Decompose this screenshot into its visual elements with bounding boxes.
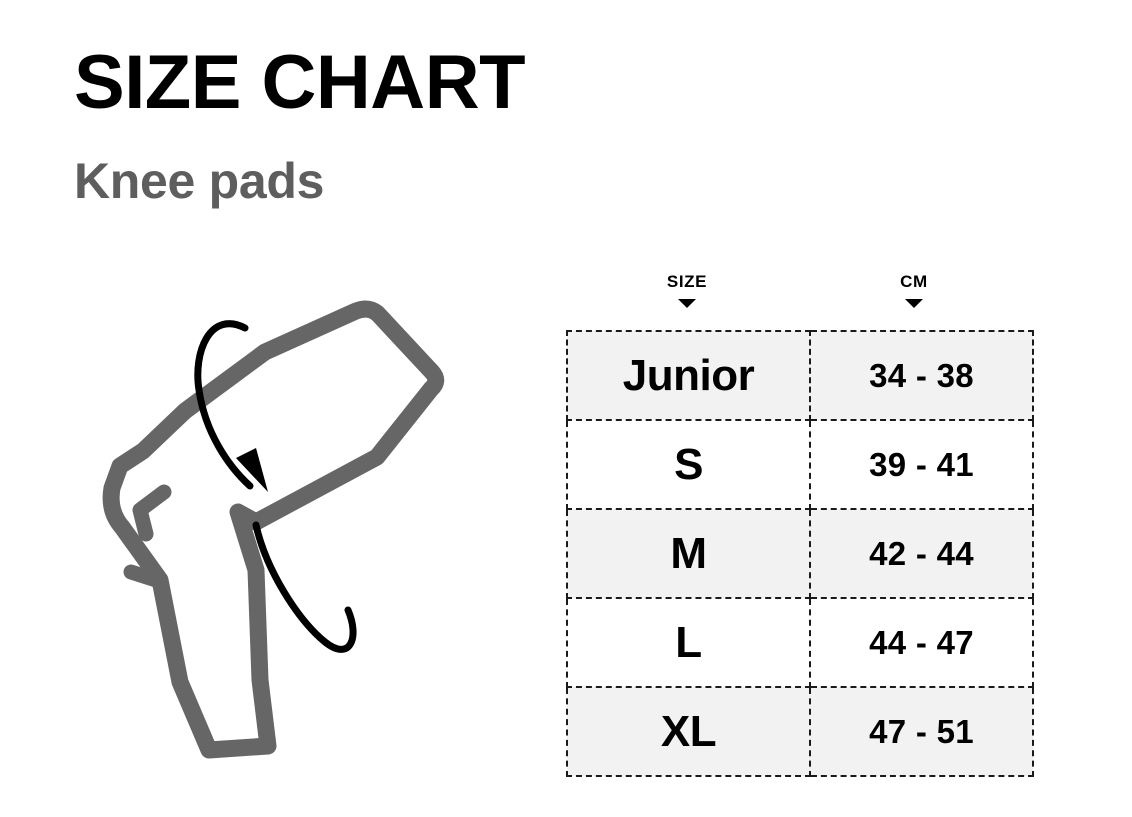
chevron-down-icon — [905, 299, 923, 308]
table-column-headers: SIZE CM — [566, 272, 1028, 330]
knee-pad-illustration — [60, 280, 500, 800]
cell-cm: 44 - 47 — [809, 597, 1034, 688]
cell-cm: 47 - 51 — [809, 686, 1034, 777]
size-chart-table-container: SIZE CM Junior 34 - 38 S 39 - 41 M 42 - … — [566, 272, 1034, 777]
wrap-measure-arrow-icon — [194, 320, 357, 653]
table-row: XL 47 - 51 — [566, 686, 1034, 777]
strap-notch-upper-icon — [132, 484, 172, 542]
cell-cm: 39 - 41 — [809, 419, 1034, 510]
cell-size: L — [566, 597, 811, 688]
table-row: M 42 - 44 — [566, 508, 1034, 599]
page-title: SIZE CHART — [74, 40, 526, 125]
cell-size: M — [566, 508, 811, 599]
cell-cm: 34 - 38 — [809, 330, 1034, 421]
page-subtitle: Knee pads — [74, 153, 325, 209]
cell-size: Junior — [566, 330, 811, 421]
table-row: S 39 - 41 — [566, 419, 1034, 510]
strap-notch-lower-icon — [123, 564, 164, 588]
column-header-cm-label: CM — [900, 272, 928, 291]
cell-cm: 42 - 44 — [809, 508, 1034, 599]
column-header-size-label: SIZE — [666, 272, 708, 291]
table-row: L 44 - 47 — [566, 597, 1034, 688]
table-row: Junior 34 - 38 — [566, 330, 1034, 421]
knee-pad-outline — [102, 300, 445, 759]
column-header-size: SIZE — [627, 272, 747, 308]
size-chart-table: Junior 34 - 38 S 39 - 41 M 42 - 44 L 44 … — [566, 330, 1034, 777]
cell-size: S — [566, 419, 811, 510]
cell-size: XL — [566, 686, 811, 777]
chevron-down-icon — [678, 299, 696, 308]
column-header-cm: CM — [854, 272, 974, 308]
